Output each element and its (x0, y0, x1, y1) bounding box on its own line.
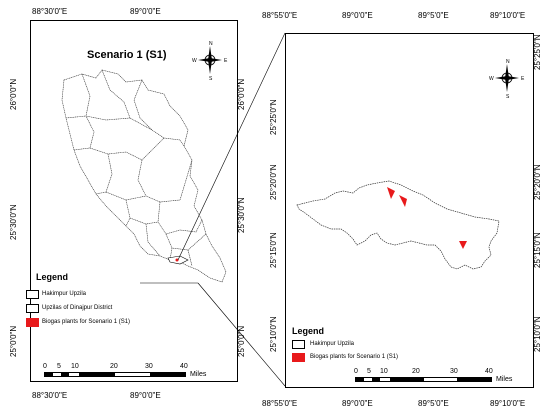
right-map-top-tick: 89°10'0"E (490, 11, 526, 20)
right-map-bottom-tick: 89°0'0"E (342, 399, 373, 408)
biogas-plant-marker (387, 187, 395, 199)
biogas-plant-marker (399, 195, 407, 207)
scale-tick: 30 (145, 363, 153, 370)
left-legend-title: Legend (36, 272, 69, 282)
north-label: N (209, 41, 213, 47)
right-map-left-tick: 25°20'0"N (269, 164, 278, 200)
left-north-arrow-icon: N S W E (192, 41, 228, 82)
left-map-frame (30, 20, 238, 382)
legend-label-hakimpur: Hakimpur Upzila (42, 291, 87, 297)
right-scalebar (355, 377, 492, 382)
scale-tick: 0 (354, 368, 358, 375)
east-label: E (224, 58, 228, 64)
right-map-left-tick: 25°10'0"N (269, 316, 278, 352)
scale-tick: 30 (450, 368, 458, 375)
right-map-right-tick: 25°10'0"N (533, 316, 542, 352)
scale-tick: 10 (71, 363, 79, 370)
scale-unit: Miles (496, 376, 513, 383)
legend-swatch-hakimpur (292, 340, 305, 349)
east-label: E (521, 76, 525, 82)
right-map-right-tick: 25°25'0"N (533, 34, 542, 70)
legend-label-biogas: Biogas plants for Scenario 1 (S1) (42, 319, 131, 325)
left-map-bottom-tick: 89°0'0"E (130, 391, 161, 400)
right-map-top-tick: 89°0'0"E (342, 11, 373, 20)
hakimpur-upzila-map (296, 180, 500, 270)
map-title: Scenario 1 (S1) (87, 49, 167, 61)
right-map-bottom-tick: 89°10'0"E (490, 399, 526, 408)
left-scalebar (44, 372, 186, 377)
west-label: W (192, 58, 197, 64)
right-map-top-tick: 89°5'0"E (418, 11, 449, 20)
right-north-arrow-icon: N S W E (489, 59, 525, 100)
right-map-left-tick: 25°25'0"N (269, 99, 278, 135)
scale-tick: 20 (412, 368, 420, 375)
right-map-top-tick: 88°55'0"E (262, 11, 298, 20)
scale-tick: 0 (43, 363, 47, 370)
scale-tick: 40 (485, 368, 493, 375)
right-map-frame (285, 33, 534, 388)
scale-tick: 10 (380, 368, 388, 375)
hakimpur-boundary (296, 180, 500, 270)
legend-label-upzilas: Upzilas of Dinajpur District (42, 305, 113, 311)
scale-unit: Miles (190, 371, 207, 378)
south-label: S (209, 76, 213, 82)
left-map-bottom-tick: 88°30'0"E (32, 391, 68, 400)
dinajpur-district-map (61, 69, 227, 283)
north-label: N (506, 59, 510, 65)
south-label: S (506, 94, 510, 100)
legend-swatch-hakimpur (26, 290, 39, 299)
west-label: W (489, 76, 494, 82)
right-map-bottom-tick: 88°55'0"E (262, 399, 298, 408)
biogas-plant-marker (459, 241, 467, 249)
legend-swatch-biogas (292, 353, 305, 362)
left-map-top-tick: 88°30'0"E (32, 7, 68, 16)
legend-swatch-upzilas (26, 304, 39, 313)
legend-swatch-biogas (26, 318, 39, 327)
right-map-right-tick: 25°15'0"N (533, 232, 542, 268)
left-map-top-tick: 89°0'0"E (130, 7, 161, 16)
scale-tick: 20 (110, 363, 118, 370)
right-map-bottom-tick: 89°5'0"E (418, 399, 449, 408)
right-map-right-tick: 25°20'0"N (533, 164, 542, 200)
right-map-left-tick: 25°15'0"N (269, 232, 278, 268)
scale-tick: 40 (180, 363, 188, 370)
scale-tick: 5 (367, 368, 371, 375)
scale-tick: 5 (57, 363, 61, 370)
legend-label-hakimpur: Hakimpur Upzila (310, 341, 355, 347)
legend-label-biogas: Biogas plants for Scenario 1 (S1) (310, 354, 399, 360)
right-legend-title: Legend (292, 326, 325, 336)
